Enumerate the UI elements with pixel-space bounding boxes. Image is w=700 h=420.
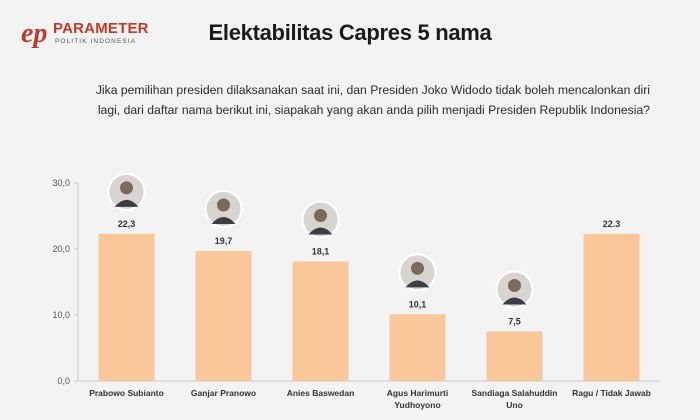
candidate-photo-head: [314, 209, 327, 223]
survey-question-line-1: Jika pemilihan presiden dilaksanakan saa…: [95, 83, 650, 97]
bar: [389, 314, 446, 381]
y-tick-label: 30,0: [52, 178, 70, 188]
category-label: Ragu / Tidak Jawab: [572, 388, 651, 398]
bar-value-label: 19,7: [215, 236, 233, 246]
candidate-photo-shoulders: [114, 199, 139, 207]
survey-question: Jika pemilihan presiden dilaksanakan saa…: [50, 80, 650, 120]
bar-value-label: 22.3: [603, 219, 621, 229]
candidate-photo-shoulders: [211, 216, 236, 224]
category-label: Ganjar Pranowo: [191, 388, 256, 398]
bar: [195, 250, 252, 381]
y-tick-label: 20,0: [52, 244, 70, 254]
category-label: Yudhoyono: [394, 400, 440, 410]
bar: [98, 233, 155, 381]
candidate-photo-shoulders: [502, 297, 527, 305]
parameter-logo-mark: ep: [21, 18, 47, 49]
logo-mark-glyph: ep: [21, 18, 47, 49]
category-label: Prabowo Subianto: [89, 388, 164, 398]
bar-value-label: 10,1: [409, 299, 427, 309]
candidate-photo-head: [411, 261, 424, 275]
category-label: Uno: [506, 400, 523, 410]
candidate-photo-head: [120, 181, 133, 195]
candidate-photo-head: [217, 198, 230, 212]
survey-question-line-2: lagi, dari daftar nama berikut ini, siap…: [97, 103, 650, 117]
candidate-photo-head: [508, 279, 521, 292]
candidate-photo-shoulders: [308, 227, 333, 235]
bar-value-label: 7,5: [508, 317, 521, 327]
y-tick-label: 0,0: [57, 376, 70, 386]
category-label: Anies Baswedan: [287, 388, 355, 398]
bar-value-label: 18,1: [312, 247, 330, 257]
bar: [486, 331, 543, 381]
chart-title: Elektabilitas Capres 5 nama: [208, 20, 492, 45]
logo-name: PARAMETER: [53, 20, 149, 37]
category-label: Sandiaga Salahuddin: [472, 388, 558, 398]
category-label: Agus Harimurti: [387, 388, 448, 398]
candidate-photo-shoulders: [405, 280, 430, 288]
bar-value-label: 22,3: [118, 219, 136, 229]
parameter-logo: ep PARAMETER POLITIK INDONESIA: [20, 16, 149, 56]
bar: [292, 261, 349, 381]
bar: [583, 233, 640, 381]
logo-subtitle: POLITIK INDONESIA: [55, 38, 137, 45]
y-tick-label: 10,0: [52, 310, 70, 320]
